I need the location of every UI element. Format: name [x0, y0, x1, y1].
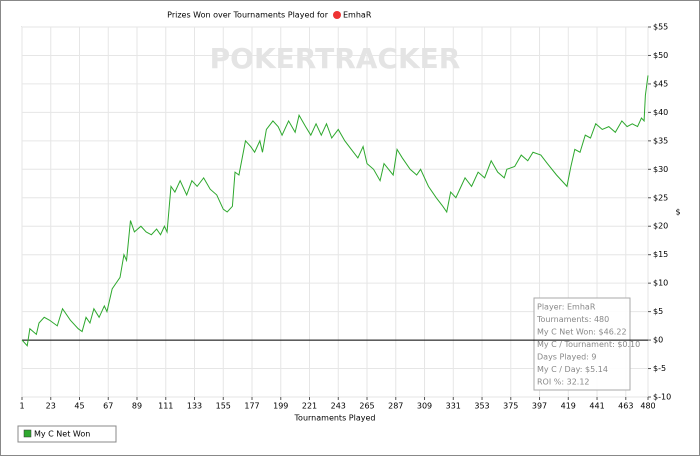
- x-tick-label: 463: [618, 402, 633, 411]
- stats-line: Days Played: 9: [537, 353, 597, 362]
- x-tick-label: 419: [561, 402, 576, 411]
- x-tick-label: 397: [532, 402, 547, 411]
- legend-swatch: [23, 429, 32, 438]
- y-tick-label: $-5: [653, 364, 666, 373]
- y-tick-label: $35: [653, 136, 668, 145]
- y-tick-label: $25: [653, 193, 668, 202]
- stats-line: My C / Day: $5.14: [537, 365, 608, 374]
- chart-title: Prizes Won over Tournaments Played for: [167, 11, 329, 20]
- stats-line: ROI %: 32.12: [537, 378, 590, 387]
- x-tick-label: 1: [19, 402, 24, 411]
- x-tick-label: 199: [273, 402, 288, 411]
- y-axis-label: $: [675, 208, 680, 217]
- series-line: [21, 75, 649, 347]
- x-tick-label: 309: [417, 402, 432, 411]
- y-tick-label: $40: [653, 108, 668, 117]
- x-tick-label: 375: [503, 402, 518, 411]
- x-tick-label: 23: [46, 402, 56, 411]
- y-tick-label: $50: [653, 51, 668, 60]
- x-tick-label: 133: [187, 402, 202, 411]
- x-tick-label: 265: [359, 402, 374, 411]
- x-tick-label: 353: [474, 402, 489, 411]
- x-tick-label: 287: [388, 402, 403, 411]
- y-tick-label: $10: [653, 279, 668, 288]
- stats-box: [533, 297, 631, 391]
- x-tick-label: 89: [132, 402, 142, 411]
- stats-line: Tournaments: 480: [536, 315, 609, 324]
- legend: [17, 425, 117, 443]
- x-axis-label: Tournaments Played: [294, 414, 376, 423]
- x-tick-label: 243: [331, 402, 346, 411]
- y-tick-label: $5: [653, 307, 663, 316]
- x-tick-label: 111: [158, 402, 173, 411]
- y-tick-label: $15: [653, 250, 668, 259]
- x-tick-label: 177: [244, 402, 259, 411]
- y-tick-label: $55: [653, 23, 668, 32]
- legend-label: My C Net Won: [34, 430, 90, 439]
- player-name: EmhaR: [343, 11, 372, 20]
- y-tick-label: $45: [653, 79, 668, 88]
- y-tick-label: $0: [653, 336, 663, 345]
- y-tick-label: $20: [653, 222, 668, 231]
- stats-line: My C Net Won: $46.22: [537, 328, 627, 337]
- stats-line: Player: EmhaR: [537, 303, 596, 312]
- x-tick-label: 155: [216, 402, 231, 411]
- x-tick-label: 441: [589, 402, 604, 411]
- x-tick-label: 45: [74, 402, 84, 411]
- watermark: POKERTRACKER: [210, 42, 461, 75]
- y-tick-label: $30: [653, 165, 668, 174]
- x-tick-label: 480: [640, 402, 655, 411]
- x-tick-label: 331: [446, 402, 461, 411]
- y-tick-label: $-10: [653, 393, 671, 402]
- player-icon: [333, 11, 341, 19]
- stats-line: My C / Tournament: $0.10: [537, 340, 640, 349]
- x-tick-label: 221: [302, 402, 317, 411]
- x-tick-label: 67: [103, 402, 113, 411]
